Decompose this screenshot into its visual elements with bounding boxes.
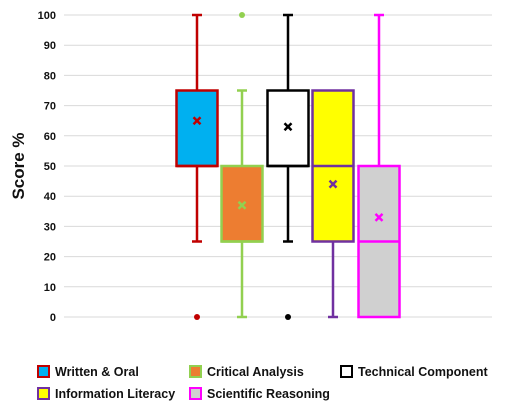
y-tick-labels: 0 10 20 30 40 50 60 70 80 90 100 — [38, 10, 56, 324]
boxes — [175, 12, 401, 320]
legend-label: Critical Analysis — [207, 365, 304, 379]
box-information-literacy — [311, 89, 355, 319]
mean-marker — [283, 122, 293, 132]
y-tick-label-20: 20 — [44, 252, 56, 264]
legend-label: Scientific Reasoning — [207, 387, 330, 401]
legend-label: Written & Oral — [55, 365, 139, 379]
box-written-oral — [175, 13, 219, 320]
outlier-point — [239, 12, 245, 18]
y-tick-label-100: 100 — [38, 10, 56, 22]
legend-swatch — [189, 387, 202, 400]
legend-item-scientific-reasoning: Scientific Reasoning — [189, 387, 330, 401]
y-tick-label-70: 70 — [44, 101, 56, 113]
mean-marker — [237, 200, 247, 210]
box-scientific-reasoning — [357, 13, 401, 319]
legend-swatch — [37, 387, 50, 400]
y-tick-label-30: 30 — [44, 221, 56, 233]
mean-marker — [192, 116, 202, 126]
y-tick-label-60: 60 — [44, 131, 56, 143]
box-iqr — [175, 89, 219, 168]
y-tick-label-40: 40 — [44, 191, 56, 203]
y-tick-label-90: 90 — [44, 40, 56, 52]
y-tick-label-80: 80 — [44, 70, 56, 82]
mean-marker — [374, 212, 384, 222]
legend-swatch — [37, 365, 50, 378]
legend: Written & Oral Critical Analysis Technical… — [37, 365, 488, 401]
y-tick-label-50: 50 — [44, 161, 56, 173]
legend-label: Technical Component — [358, 365, 488, 379]
y-tick-label-0: 0 — [50, 312, 56, 324]
outlier-point — [194, 314, 200, 320]
y-tick-label-10: 10 — [44, 282, 56, 294]
legend-item-information-literacy: Information Literacy — [37, 387, 175, 401]
legend-label: Information Literacy — [55, 387, 175, 401]
box-technical-component — [266, 13, 310, 320]
y-axis-title: Score % — [9, 132, 28, 199]
legend-swatch — [189, 365, 202, 378]
legend-swatch — [340, 365, 353, 378]
legend-item-written-oral: Written & Oral — [37, 365, 139, 379]
mean-marker — [328, 179, 338, 189]
outlier-point — [285, 314, 291, 320]
legend-item-critical-analysis: Critical Analysis — [189, 365, 304, 379]
legend-item-technical-component: Technical Component — [340, 365, 488, 379]
box-critical-analysis — [220, 12, 264, 319]
